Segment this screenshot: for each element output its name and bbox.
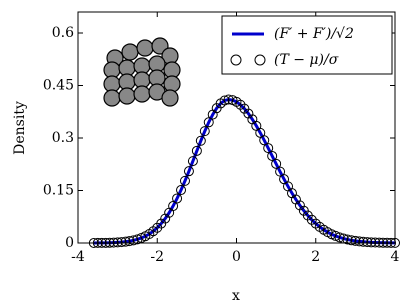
- y-tick-label: 0: [65, 235, 74, 251]
- x-tick-label: 4: [391, 249, 400, 265]
- data-point: [350, 235, 361, 246]
- x-axis-label: x: [232, 288, 240, 304]
- data-point: [223, 94, 234, 105]
- cube-icon: [103, 37, 181, 107]
- data-point: [267, 150, 278, 161]
- data-point: [112, 237, 123, 248]
- data-point: [235, 99, 246, 110]
- legend-label: (T − μ)/σ: [274, 52, 339, 68]
- data-point: [358, 236, 369, 247]
- data-point: [362, 237, 373, 248]
- y-tick-label: 0.6: [52, 25, 74, 41]
- data-point: [306, 214, 317, 225]
- data-point: [168, 201, 179, 212]
- legend-label: (F′ + F′)/√2: [274, 26, 354, 42]
- legend-marker: [254, 54, 266, 66]
- y-tick-label: 0.45: [43, 78, 74, 94]
- data-point: [263, 143, 274, 154]
- data-point: [172, 193, 183, 204]
- data-point: [128, 235, 139, 246]
- data-point: [219, 95, 230, 106]
- plot-frame: [77, 11, 396, 244]
- y-tick-label: 0.15: [43, 183, 74, 199]
- legend-box: [221, 15, 393, 75]
- data-point: [183, 166, 194, 177]
- data-point: [116, 237, 127, 248]
- data-point: [191, 145, 202, 156]
- density-line: [93, 97, 396, 245]
- data-point: [179, 175, 190, 186]
- data-point: [199, 126, 210, 137]
- y-axis-label: Density: [12, 101, 28, 155]
- data-point: [176, 185, 187, 196]
- data-point: [259, 135, 270, 146]
- data-point: [366, 237, 377, 248]
- legend-marker: [230, 54, 242, 66]
- data-point: [124, 236, 135, 247]
- data-point: [271, 158, 282, 169]
- data-point: [120, 236, 131, 247]
- x-tick-label: -4: [71, 249, 85, 265]
- data-point: [354, 236, 365, 247]
- data-point: [346, 235, 357, 246]
- x-tick-label: 2: [311, 249, 320, 265]
- data-point: [195, 135, 206, 146]
- data-point: [203, 117, 214, 128]
- y-tick-label: 0.3: [52, 130, 74, 146]
- x-tick-label: 0: [232, 249, 241, 265]
- x-tick-label: -2: [150, 249, 164, 265]
- data-point: [187, 156, 198, 167]
- data-point: [334, 232, 345, 243]
- data-point: [342, 234, 353, 245]
